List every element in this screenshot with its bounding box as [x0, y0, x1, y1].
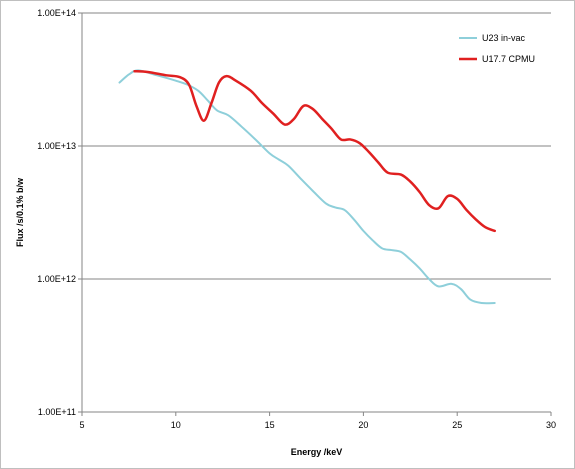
series-lines	[118, 69, 496, 305]
y-tick-label: 1.00E+13	[37, 141, 76, 151]
legend-label: U23 in-vac	[482, 33, 526, 43]
series-line-1	[118, 69, 496, 305]
x-axis-title: Energy /keV	[291, 447, 343, 457]
y-tick-label: 1.00E+14	[37, 8, 76, 18]
y-tick-label: 1.00E+12	[37, 274, 76, 284]
grid-lines	[82, 12, 551, 280]
x-tick-label: 30	[546, 420, 556, 430]
x-tick-label: 15	[265, 420, 275, 430]
series-line-2	[133, 69, 496, 233]
y-axis-title: Flux /s/0.1% b/w	[15, 177, 25, 247]
x-tick-labels: 5 10 15 20 25 30	[79, 412, 556, 430]
y-tick-labels: 1.00E+11 1.00E+12 1.00E+13 1.00E+14	[37, 8, 82, 417]
x-tick-label: 10	[171, 420, 181, 430]
legend-label: U17.7 CPMU	[482, 54, 535, 64]
x-tick-label: 5	[79, 420, 84, 430]
x-tick-label: 20	[358, 420, 368, 430]
axes	[81, 13, 551, 413]
x-tick-label: 25	[452, 420, 462, 430]
legend: U23 in-vac U17.7 CPMU	[459, 33, 535, 64]
y-tick-label: 1.00E+11	[38, 407, 76, 417]
